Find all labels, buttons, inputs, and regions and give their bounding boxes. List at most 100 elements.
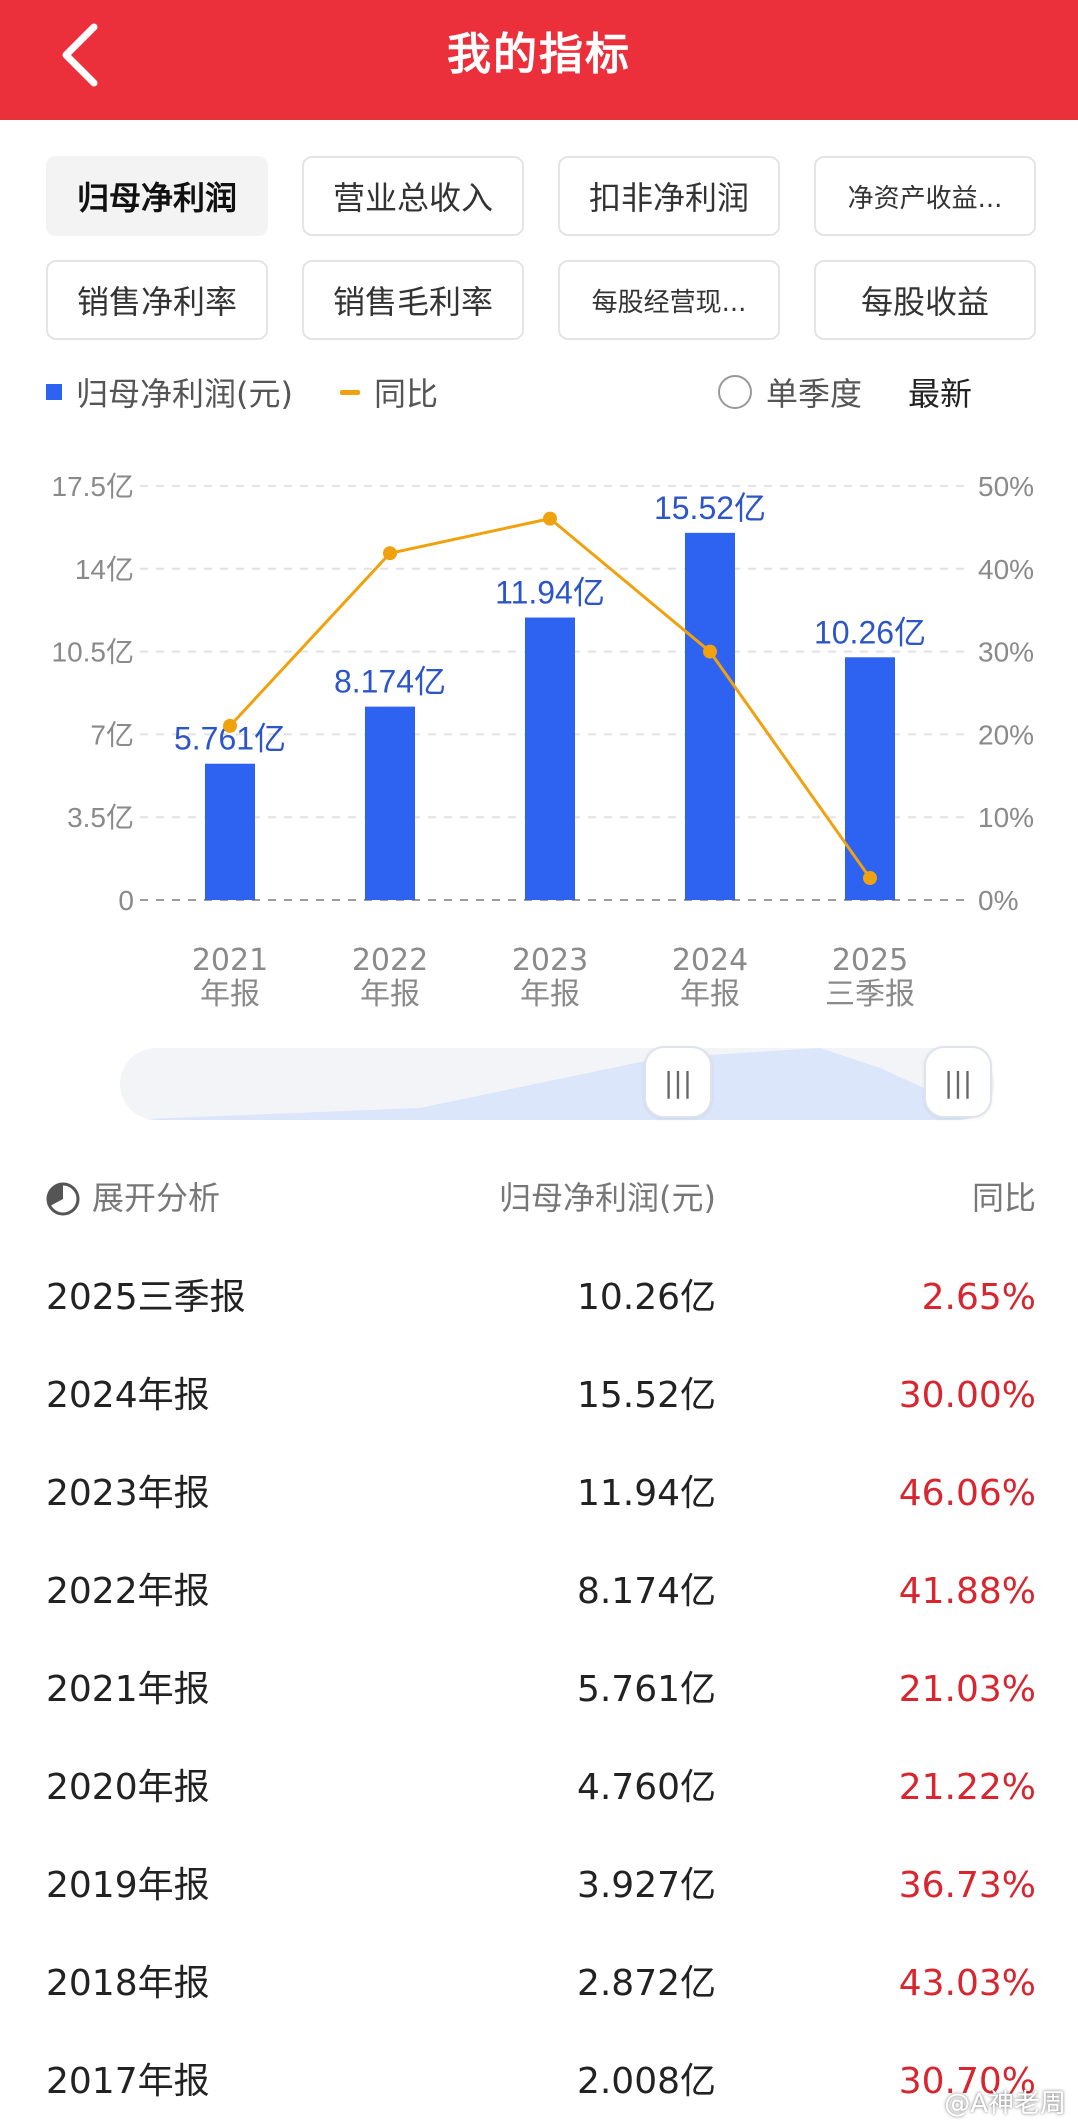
chip-total-revenue[interactable]: 营业总收入 [302,156,524,236]
row-period: 2017年报 [46,2061,210,2102]
x-tick-label: 2023 [512,943,588,978]
chip-net-profit-deducted[interactable]: 扣非净利润 [558,156,780,236]
row-period: 2021年报 [46,1669,210,1710]
table-row[interactable]: 2020年报 4.760亿 21.22% [46,1756,1036,1854]
chevron-left-icon [62,23,98,87]
table-row[interactable]: 2021年报 5.761亿 21.03% [46,1658,1036,1756]
row-period: 2024年报 [46,1375,210,1416]
radio-icon[interactable] [718,375,752,409]
bar-value-label: 11.94亿 [495,575,605,611]
row-yoy: 30.00% [898,1375,1036,1416]
y-left-tick-label: 17.5亿 [52,471,135,502]
y-right-tick-label: 50% [978,471,1034,502]
data-table: 2025三季报 10.26亿 2.65% 2024年报 15.52亿 30.00% 2023… [46,1266,1036,2128]
table-row[interactable]: 2024年报 15.52亿 30.00% [46,1364,1036,1462]
expand-analysis-button[interactable]: 展开分析 [46,1168,286,1228]
back-button[interactable] [60,10,150,100]
y-right-tick-label: 30% [978,637,1034,668]
x-tick-label: 2025 [832,943,908,978]
x-tick-label: 2021 [192,943,268,978]
row-period: 2022年报 [46,1571,210,1612]
chip-net-profit-parent[interactable]: 归母净利润 [46,156,268,236]
row-value: 8.174亿 [576,1571,716,1612]
row-value: 2.872亿 [576,1963,716,2004]
grip-icon: ||| [943,1065,973,1099]
chip-operating-cashflow-per-share[interactable]: 每股经营现... [558,260,780,340]
x-tick-label: 年报 [200,977,260,1012]
bar [525,617,575,900]
row-yoy: 21.22% [898,1767,1036,1808]
table-row[interactable]: 2019年报 3.927亿 36.73% [46,1854,1036,1952]
chip-gross-margin[interactable]: 销售毛利率 [302,260,524,340]
x-tick-label: 年报 [680,977,740,1012]
watermark: @A神老周 [944,2089,1066,2119]
table-row[interactable]: 2022年报 8.174亿 41.88% [46,1560,1036,1658]
pie-chart-icon [46,1182,80,1216]
value-column-header: 归母净利润(元) [499,1179,716,1217]
bar-value-label: 8.174亿 [334,664,446,700]
yoy-point [543,511,557,526]
y-left-tick-label: 10.5亿 [52,637,135,668]
chart-legend-row: 归母净利润(元) 同比 单季度 最新 [46,366,1036,418]
x-tick-label: 2024 [672,943,748,978]
row-yoy: 46.06% [898,1473,1036,1514]
range-slider-track[interactable] [120,1048,994,1120]
row-yoy: 21.03% [898,1669,1036,1710]
y-right-tick-label: 40% [978,554,1034,585]
row-yoy: 43.03% [898,1963,1036,2004]
table-row[interactable]: 2018年报 2.872亿 43.03% [46,1952,1036,2050]
row-period: 2025三季报 [46,1277,246,1318]
legend-bar-swatch [46,384,62,400]
bar-value-label: 15.52亿 [654,490,766,526]
chip-net-margin[interactable]: 销售净利率 [46,260,268,340]
single-quarter-label: 单季度 [766,375,863,413]
page-title: 我的指标 [447,29,631,80]
grip-icon: ||| [663,1065,693,1099]
header-bar: 我的指标 [0,0,1078,120]
x-tick-label: 年报 [520,977,580,1012]
bar [685,532,735,900]
bar [845,657,895,900]
x-tick-label: 年报 [360,977,420,1012]
expand-analysis-label: 展开分析 [92,1179,221,1217]
row-value: 11.94亿 [576,1473,716,1514]
yoy-point [223,718,237,733]
row-value: 10.26亿 [576,1277,716,1318]
yoy-point [863,871,877,886]
table-row[interactable]: 2025三季报 10.26亿 2.65% [46,1266,1036,1364]
yoy-point [703,644,717,659]
bar [205,763,255,900]
x-tick-label: 三季报 [825,977,915,1012]
chip-roe[interactable]: 净资产收益... [814,156,1036,236]
row-value: 5.761亿 [576,1669,716,1710]
y-left-tick-label: 7亿 [90,719,134,750]
legend-bar-series: 归母净利润(元) [46,366,293,418]
table-row[interactable]: 2023年报 11.94亿 46.06% [46,1462,1036,1560]
bar [365,706,415,900]
yoy-column-header: 同比 [971,1179,1036,1217]
single-quarter-toggle[interactable]: 单季度 [718,366,862,418]
slider-handle-left[interactable]: ||| [644,1046,712,1118]
y-left-tick-label: 3.5亿 [67,802,134,833]
y-left-tick-label: 14亿 [75,554,134,585]
row-period: 2018年报 [46,1963,210,2004]
x-tick-label: 2022 [352,943,428,978]
y-left-tick-label: 0 [118,885,134,916]
row-period: 2023年报 [46,1473,210,1514]
slider-preview [120,1048,994,1120]
y-right-tick-label: 10% [978,802,1034,833]
bar-value-label: 10.26亿 [814,614,926,650]
chip-eps[interactable]: 每股收益 [814,260,1036,340]
latest-button[interactable]: 最新 [908,375,973,413]
row-period: 2019年报 [46,1865,210,1906]
row-yoy: 30.70% [898,2061,1036,2102]
legend-line-swatch [340,389,360,395]
y-right-tick-label: 20% [978,719,1034,750]
row-value: 4.760亿 [576,1767,716,1808]
row-value: 3.927亿 [576,1865,716,1906]
legend-bar-label: 归母净利润(元) [76,375,293,413]
row-period: 2020年报 [46,1767,210,1808]
slider-handle-right[interactable]: ||| [924,1046,992,1118]
table-row[interactable]: 2017年报 2.008亿 30.70% [46,2050,1036,2128]
indicator-chip-grid: 归母净利润 营业总收入 扣非净利润 净资产收益... 销售净利率 销售毛利率 每… [46,156,1036,340]
